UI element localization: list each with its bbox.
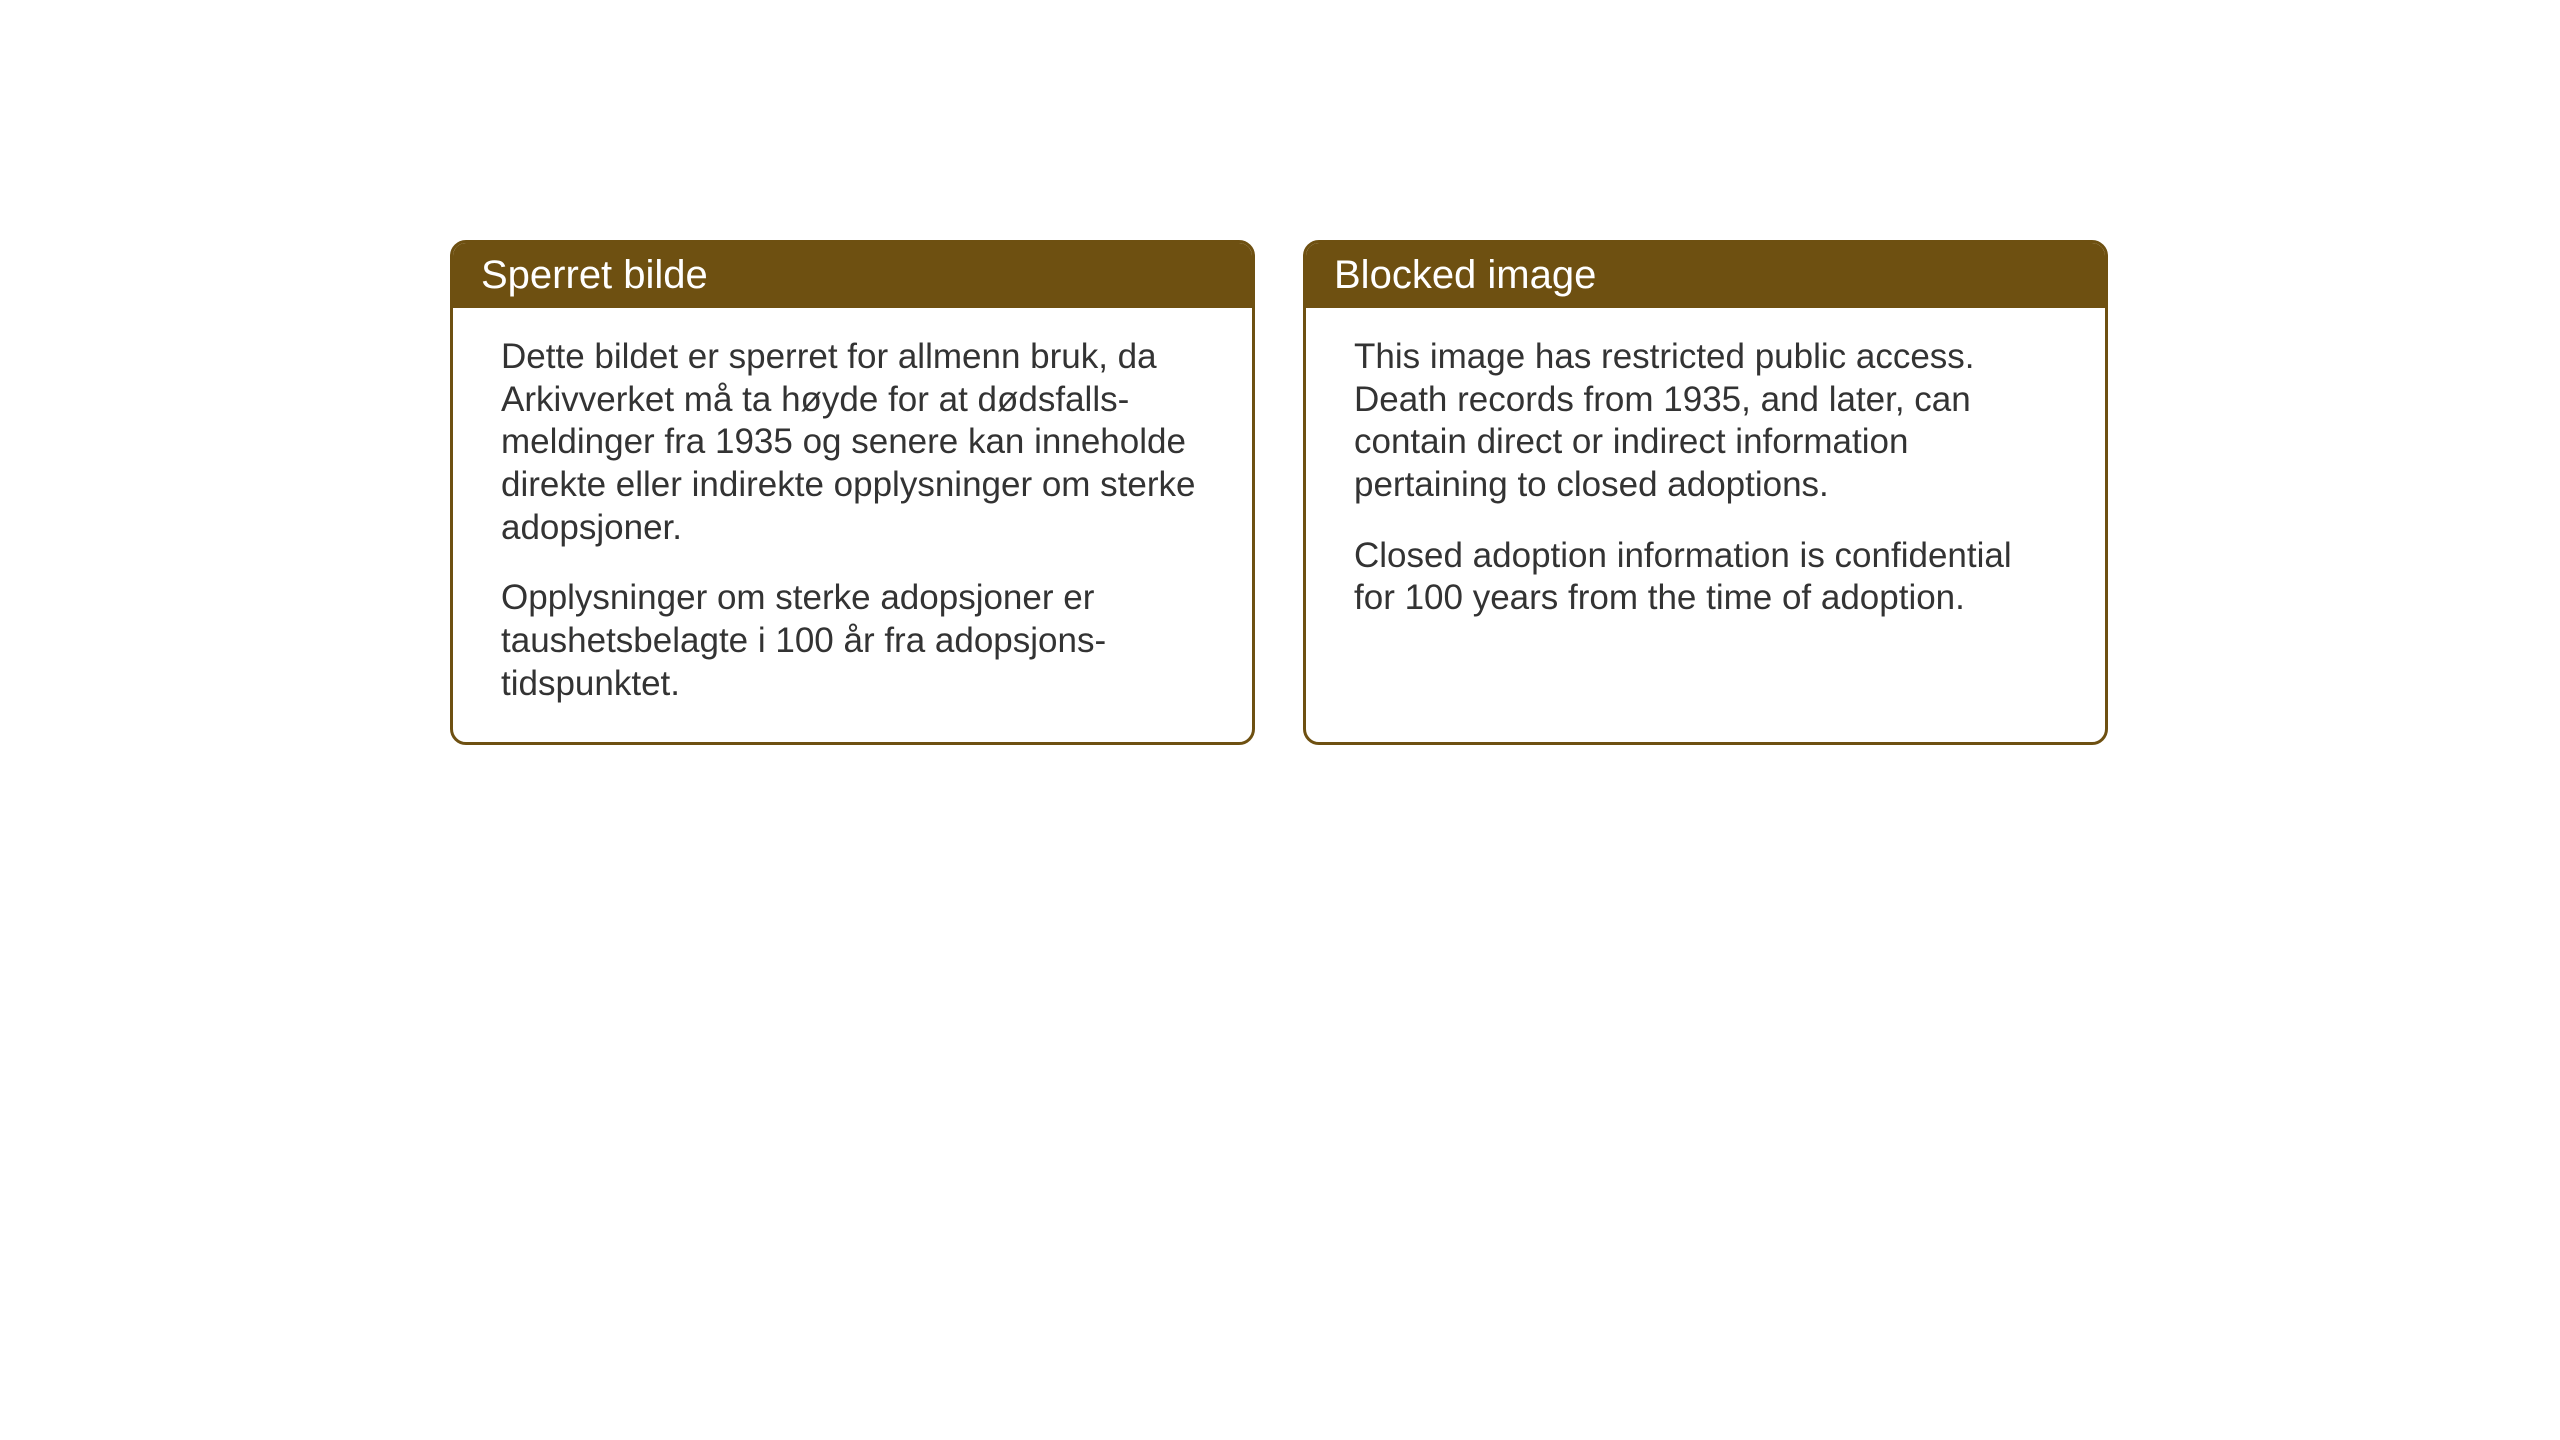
paragraph-2-norwegian: Opplysninger om sterke adopsjoner er tau… (501, 577, 1204, 705)
notice-container: Sperret bilde Dette bildet er sperret fo… (450, 240, 2108, 745)
card-header-norwegian: Sperret bilde (453, 243, 1252, 308)
paragraph-1-english: This image has restricted public access.… (1354, 336, 2057, 507)
card-body-english: This image has restricted public access.… (1306, 308, 2105, 656)
notice-card-norwegian: Sperret bilde Dette bildet er sperret fo… (450, 240, 1255, 745)
paragraph-1-norwegian: Dette bildet er sperret for allmenn bruk… (501, 336, 1204, 549)
card-header-english: Blocked image (1306, 243, 2105, 308)
notice-card-english: Blocked image This image has restricted … (1303, 240, 2108, 745)
paragraph-2-english: Closed adoption information is confident… (1354, 535, 2057, 620)
card-body-norwegian: Dette bildet er sperret for allmenn bruk… (453, 308, 1252, 742)
